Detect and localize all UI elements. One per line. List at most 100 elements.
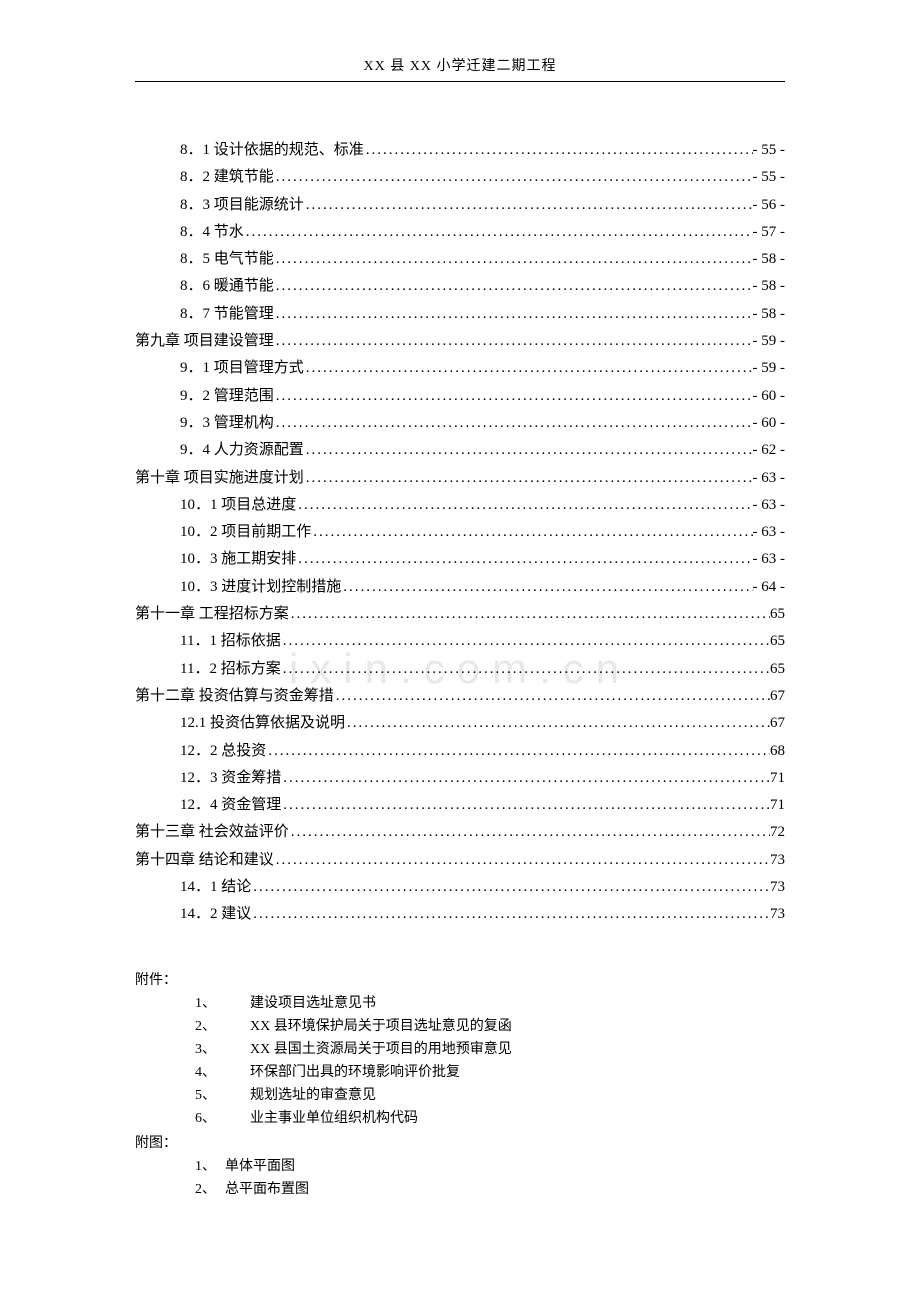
toc-entry: 8．6 暖通节能 - 58 - bbox=[135, 273, 785, 300]
toc-leader-dots bbox=[274, 410, 753, 437]
toc-label: 9．3 管理机构 bbox=[180, 410, 274, 437]
toc-label: 12.1 投资估算依据及说明 bbox=[180, 710, 345, 737]
appendix-figures: 附图： 1、单体平面图2、总平面布置图 bbox=[135, 1132, 785, 1201]
appendix-attachments: 附件： 1、建设项目选址意见书2、XX 县环境保护局关于项目选址意见的复函3、X… bbox=[135, 969, 785, 1131]
toc-page-number: 71 bbox=[770, 765, 785, 792]
toc-entry: 8．1 设计依据的规范、标准- 55 - bbox=[135, 137, 785, 164]
toc-label: 第十二章 投资估算与资金筹措 bbox=[135, 683, 334, 710]
toc-entry: 10．2 项目前期工作- 63 - bbox=[135, 519, 785, 546]
toc-page-number: - 59 - bbox=[753, 328, 786, 355]
toc-label: 12．4 资金管理 bbox=[180, 792, 281, 819]
toc-page-number: 73 bbox=[770, 874, 785, 901]
toc-leader-dots bbox=[289, 601, 770, 628]
toc-page-number: 68 bbox=[770, 738, 785, 765]
toc-page-number: - 58 - bbox=[753, 301, 786, 328]
toc-leader-dots bbox=[266, 738, 770, 765]
toc-leader-dots bbox=[281, 765, 770, 792]
appendix-item-number: 6、 bbox=[195, 1107, 250, 1130]
appendix-heading: 附图： bbox=[135, 1132, 785, 1155]
toc-entry: 第十二章 投资估算与资金筹措 67 bbox=[135, 683, 785, 710]
toc-leader-dots bbox=[274, 847, 770, 874]
appendix-item: 3、XX 县国土资源局关于项目的用地预审意见 bbox=[135, 1038, 785, 1061]
toc-leader-dots bbox=[304, 465, 753, 492]
toc-entry: 8．5 电气节能- 58 - bbox=[135, 246, 785, 273]
toc-leader-dots bbox=[304, 192, 753, 219]
toc-label: 第十章 项目实施进度计划 bbox=[135, 465, 304, 492]
appendix-item-number: 3、 bbox=[195, 1038, 250, 1061]
toc-page-number: 67 bbox=[770, 710, 785, 737]
toc-leader-dots bbox=[334, 683, 770, 710]
appendix-item: 5、规划选址的审查意见 bbox=[135, 1084, 785, 1107]
toc-leader-dots bbox=[274, 273, 753, 300]
page-header: XX 县 XX 小学迁建二期工程 bbox=[135, 55, 785, 82]
toc-entry: 11．2 招标方案65 bbox=[135, 656, 785, 683]
appendix-item-text: 业主事业单位组织机构代码 bbox=[250, 1107, 418, 1130]
toc-label: 14．2 建议 bbox=[180, 901, 251, 928]
toc-entry: 12.1 投资估算依据及说明 67 bbox=[135, 710, 785, 737]
toc-page-number: 73 bbox=[770, 901, 785, 928]
appendix-item-text: 总平面布置图 bbox=[225, 1178, 309, 1201]
toc-entry: 12．2 总投资 68 bbox=[135, 738, 785, 765]
toc-entry: 11．1 招标依据65 bbox=[135, 628, 785, 655]
toc-leader-dots bbox=[251, 874, 770, 901]
toc-leader-dots bbox=[274, 164, 753, 191]
toc-label: 8．4 节水 bbox=[180, 219, 244, 246]
appendix-item-number: 5、 bbox=[195, 1084, 250, 1107]
toc-label: 8．5 电气节能 bbox=[180, 246, 274, 273]
toc-entry: 8．3 项目能源统计- 56 - bbox=[135, 192, 785, 219]
toc-page-number: - 59 - bbox=[753, 355, 786, 382]
appendix-item-text: 规划选址的审查意见 bbox=[250, 1084, 376, 1107]
toc-entry: 第十章 项目实施进度计划 - 63 - bbox=[135, 465, 785, 492]
toc-label: 第九章 项目建设管理 bbox=[135, 328, 274, 355]
appendix-item-text: XX 县国土资源局关于项目的用地预审意见 bbox=[250, 1038, 512, 1061]
toc-entry: 8．7 节能管理- 58 - bbox=[135, 301, 785, 328]
toc-page-number: - 56 - bbox=[753, 192, 786, 219]
appendix-item-number: 4、 bbox=[195, 1061, 250, 1084]
toc-page-number: 73 bbox=[770, 847, 785, 874]
toc-entry: 9．4 人力资源配置- 62 - bbox=[135, 437, 785, 464]
toc-label: 8．2 建筑节能 bbox=[180, 164, 274, 191]
toc-leader-dots bbox=[311, 519, 752, 546]
toc-entry: 10．3 施工期安排- 63 - bbox=[135, 546, 785, 573]
appendix-item-number: 2、 bbox=[195, 1015, 250, 1038]
toc-label: 8．6 暖通节能 bbox=[180, 273, 274, 300]
toc-page-number: 67 bbox=[770, 683, 785, 710]
appendix-item: 6、业主事业单位组织机构代码 bbox=[135, 1107, 785, 1130]
appendix-heading: 附件： bbox=[135, 969, 785, 992]
toc-page-number: - 58 - bbox=[753, 273, 786, 300]
toc-entry: 10．1 项目总进度- 63 - bbox=[135, 492, 785, 519]
toc-leader-dots bbox=[281, 792, 770, 819]
toc-entry: 10．3 进度计划控制措施- 64 - bbox=[135, 574, 785, 601]
toc-page-number: 65 bbox=[770, 628, 785, 655]
toc-leader-dots bbox=[296, 492, 752, 519]
toc-page-number: 72 bbox=[770, 819, 785, 846]
toc-leader-dots bbox=[296, 546, 752, 573]
toc-entry: 14．1 结论 73 bbox=[135, 874, 785, 901]
appendix-item: 2、总平面布置图 bbox=[135, 1178, 785, 1201]
toc-label: 9．2 管理范围 bbox=[180, 383, 274, 410]
toc-entry: 第十一章 工程招标方案65 bbox=[135, 601, 785, 628]
toc-label: 第十一章 工程招标方案 bbox=[135, 601, 289, 628]
toc-label: 14．1 结论 bbox=[180, 874, 251, 901]
toc-page-number: - 63 - bbox=[753, 465, 786, 492]
toc-label: 12．2 总投资 bbox=[180, 738, 266, 765]
toc-label: 9．4 人力资源配置 bbox=[180, 437, 304, 464]
toc-label: 9．1 项目管理方式 bbox=[180, 355, 304, 382]
appendix-item: 2、XX 县环境保护局关于项目选址意见的复函 bbox=[135, 1015, 785, 1038]
toc-leader-dots bbox=[281, 656, 770, 683]
toc-leader-dots bbox=[274, 246, 753, 273]
toc-page-number: - 60 - bbox=[753, 383, 786, 410]
toc-label: 10．1 项目总进度 bbox=[180, 492, 296, 519]
appendix-item-text: 单体平面图 bbox=[225, 1155, 295, 1178]
toc-entry: 第十四章 结论和建议73 bbox=[135, 847, 785, 874]
toc-entry: 第十三章 社会效益评价72 bbox=[135, 819, 785, 846]
appendix-item-number: 2、 bbox=[195, 1178, 225, 1201]
toc-page-number: - 55 - bbox=[753, 137, 786, 164]
toc-page-number: - 63 - bbox=[753, 519, 786, 546]
toc-leader-dots bbox=[364, 137, 753, 164]
toc-entry: 8．2 建筑节能- 55 - bbox=[135, 164, 785, 191]
toc-page-number: 71 bbox=[770, 792, 785, 819]
toc-leader-dots bbox=[341, 574, 752, 601]
appendix-item-text: 建设项目选址意见书 bbox=[250, 992, 376, 1015]
toc-leader-dots bbox=[274, 383, 753, 410]
